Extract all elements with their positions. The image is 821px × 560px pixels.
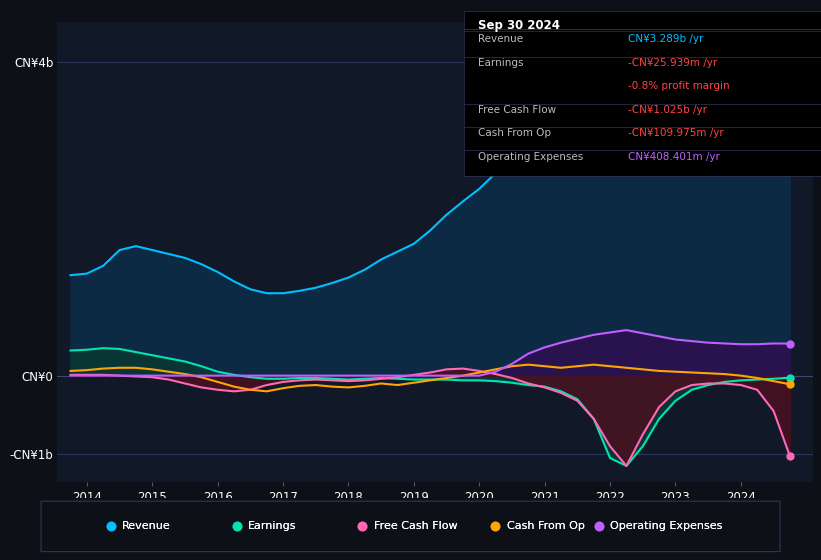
Text: -CN¥1.025b /yr: -CN¥1.025b /yr	[628, 105, 707, 115]
Text: -0.8% profit margin: -0.8% profit margin	[628, 81, 730, 91]
Text: Revenue: Revenue	[478, 34, 523, 44]
Text: -CN¥109.975m /yr: -CN¥109.975m /yr	[628, 128, 724, 138]
Text: Cash From Op: Cash From Op	[478, 128, 551, 138]
Text: Sep 30 2024: Sep 30 2024	[478, 18, 560, 31]
Text: CN¥408.401m /yr: CN¥408.401m /yr	[628, 152, 720, 162]
Text: -CN¥25.939m /yr: -CN¥25.939m /yr	[628, 58, 718, 68]
Text: Revenue: Revenue	[122, 521, 171, 531]
Text: Earnings: Earnings	[248, 521, 296, 531]
Text: Earnings: Earnings	[248, 521, 296, 531]
Text: Cash From Op: Cash From Op	[507, 521, 585, 531]
Text: Cash From Op: Cash From Op	[507, 521, 585, 531]
Text: Operating Expenses: Operating Expenses	[478, 152, 584, 162]
Text: CN¥3.289b /yr: CN¥3.289b /yr	[628, 34, 704, 44]
Text: Free Cash Flow: Free Cash Flow	[478, 105, 557, 115]
Text: Operating Expenses: Operating Expenses	[610, 521, 722, 531]
Text: Free Cash Flow: Free Cash Flow	[374, 521, 457, 531]
Text: Revenue: Revenue	[122, 521, 171, 531]
FancyBboxPatch shape	[41, 501, 780, 552]
Text: Operating Expenses: Operating Expenses	[610, 521, 722, 531]
Text: Free Cash Flow: Free Cash Flow	[374, 521, 457, 531]
Text: Earnings: Earnings	[478, 58, 524, 68]
